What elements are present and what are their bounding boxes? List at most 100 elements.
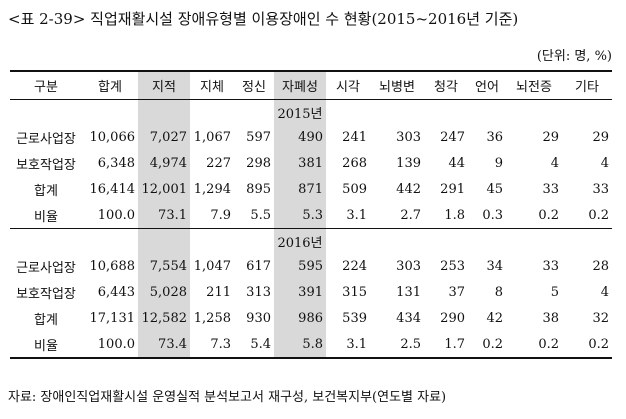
table-cell: 5.8 bbox=[274, 331, 326, 358]
table-row: 비율 100.0 73.1 7.9 5.5 5.3 3.1 2.7 1.8 0.3 0.2 0.2 bbox=[10, 202, 612, 229]
table-cell: 5.4 bbox=[250, 336, 271, 352]
table-cell: 7,554 bbox=[138, 253, 190, 279]
year-label: 2016년 bbox=[274, 228, 326, 253]
column-header: 언어 bbox=[475, 80, 499, 95]
column-header: 청각 bbox=[434, 80, 458, 95]
table-cell: 617 bbox=[246, 258, 271, 274]
table-cell: 44 bbox=[448, 155, 465, 171]
row-label: 근로사업장 bbox=[16, 260, 76, 276]
row-label: 비율 bbox=[34, 209, 58, 225]
table-cell: 0.2 bbox=[588, 207, 609, 223]
table-cell: 6,443 bbox=[97, 284, 135, 300]
table-row: 합계 16,414 12,001 1,294 895 871 509 442 291 45 33 33 bbox=[10, 176, 612, 202]
table-cell: 253 bbox=[440, 258, 465, 274]
table-cell: 28 bbox=[592, 258, 609, 274]
table-cell: 2.7 bbox=[400, 207, 421, 223]
table-cell: 303 bbox=[396, 258, 421, 274]
table-cell: 33 bbox=[542, 181, 559, 197]
table-cell: 1.8 bbox=[444, 207, 465, 223]
table-cell: 4 bbox=[550, 155, 559, 171]
table-cell: 247 bbox=[440, 129, 465, 145]
table-cell: 0.3 bbox=[482, 207, 503, 223]
table-cell: 290 bbox=[440, 310, 465, 326]
table-cell: 100.0 bbox=[97, 207, 135, 223]
table-cell: 442 bbox=[396, 181, 421, 197]
table-row: 보호작업장 6,348 4,974 227 298 381 268 139 44 9 4 4 bbox=[10, 150, 612, 176]
table-cell: 32 bbox=[592, 310, 609, 326]
table-row: 근로사업장 10,066 7,027 1,067 597 490 241 303 247 36 29… bbox=[10, 124, 612, 150]
table-row: 보호작업장 6,443 5,028 211 313 391 315 131 37 8 5 4 bbox=[10, 279, 612, 305]
table-body: 2015년 근로사업장 10,066 7,027 1,067 597 490 241 303 24… bbox=[10, 99, 612, 358]
table-cell: 597 bbox=[246, 129, 271, 145]
table-cell: 0.2 bbox=[588, 336, 609, 352]
source-note: 자료: 장애인직업재활시설 운영실적 분석보고서 재구성, 보건복지부(연도별 … bbox=[8, 390, 447, 405]
row-label: 보호작업장 bbox=[16, 286, 76, 302]
table-cell: 5,028 bbox=[138, 279, 190, 305]
table-title: <표 2-39> 직업재활시설 장애유형별 이용장애인 수 현황(2015~20… bbox=[8, 10, 519, 28]
table-cell: 12,001 bbox=[138, 176, 190, 202]
table-header-row: 구분 합계 지적 지체 정신 자폐성 시각 뇌병변 청각 언어 뇌전증 기타 bbox=[10, 71, 612, 100]
table-row: 비율 100.0 73.4 7.3 5.4 5.8 3.1 2.5 1.7 0.2 0.2 0.2 bbox=[10, 331, 612, 358]
table-cell: 211 bbox=[206, 284, 231, 300]
table-cell: 5 bbox=[550, 284, 559, 300]
table-cell: 73.1 bbox=[138, 202, 190, 229]
table-cell: 1,067 bbox=[193, 129, 231, 145]
column-header: 지체 bbox=[200, 80, 224, 95]
table-cell: 12,582 bbox=[138, 305, 190, 331]
column-header: 기타 bbox=[575, 80, 599, 95]
table-cell: 7.3 bbox=[210, 336, 231, 352]
table-cell: 268 bbox=[342, 155, 367, 171]
table-cell: 10,066 bbox=[89, 129, 136, 145]
table-cell: 8 bbox=[494, 284, 503, 300]
table-cell: 16,414 bbox=[89, 181, 136, 197]
table-cell: 4,974 bbox=[138, 150, 190, 176]
table-cell: 509 bbox=[342, 181, 367, 197]
table-cell: 37 bbox=[448, 284, 465, 300]
table-cell: 34 bbox=[486, 258, 503, 274]
table-cell: 986 bbox=[274, 305, 326, 331]
table-row: 합계 17,131 12,582 1,258 930 986 539 434 290 42 38 32 bbox=[10, 305, 612, 331]
statistics-table: 구분 합계 지적 지체 정신 자폐성 시각 뇌병변 청각 언어 뇌전증 기타 2015년 근로사업장 10… bbox=[10, 70, 612, 359]
table-cell: 139 bbox=[396, 155, 421, 171]
table-cell: 1,258 bbox=[193, 310, 231, 326]
table-cell: 539 bbox=[342, 310, 367, 326]
table-cell: 1.7 bbox=[444, 336, 465, 352]
table-cell: 42 bbox=[486, 310, 503, 326]
table-cell: 595 bbox=[274, 253, 326, 279]
table-cell: 4 bbox=[600, 155, 609, 171]
table-cell: 33 bbox=[592, 181, 609, 197]
table-cell: 241 bbox=[342, 129, 367, 145]
table-cell: 29 bbox=[592, 129, 609, 145]
table-cell: 3.1 bbox=[346, 336, 367, 352]
table-cell: 227 bbox=[206, 155, 231, 171]
column-header: 뇌병변 bbox=[379, 80, 415, 95]
table-cell: 3.1 bbox=[346, 207, 367, 223]
table-cell: 4 bbox=[600, 284, 609, 300]
row-label: 근로사업장 bbox=[16, 131, 76, 147]
table-cell: 5.5 bbox=[250, 207, 271, 223]
table-cell: 303 bbox=[396, 129, 421, 145]
table-cell: 29 bbox=[542, 129, 559, 145]
table-cell: 10,688 bbox=[89, 258, 136, 274]
table-cell: 9 bbox=[494, 155, 503, 171]
row-label: 비율 bbox=[34, 338, 58, 354]
table-cell: 895 bbox=[246, 181, 271, 197]
table-cell: 7.9 bbox=[210, 207, 231, 223]
table-cell: 291 bbox=[440, 181, 465, 197]
table-cell: 930 bbox=[246, 310, 271, 326]
table-cell: 0.2 bbox=[482, 336, 503, 352]
table-cell: 298 bbox=[246, 155, 271, 171]
column-header-category: 구분 bbox=[34, 80, 58, 95]
year-label: 2015년 bbox=[274, 99, 326, 124]
column-header: 뇌전증 bbox=[516, 80, 552, 95]
unit-note: (단위: 명, %) bbox=[536, 49, 612, 64]
row-label: 보호작업장 bbox=[16, 157, 76, 173]
row-label: 합계 bbox=[34, 312, 58, 328]
row-label: 합계 bbox=[34, 183, 58, 199]
table-cell: 2.5 bbox=[400, 336, 421, 352]
table-cell: 131 bbox=[396, 284, 421, 300]
table-cell: 1,294 bbox=[193, 181, 231, 197]
column-header: 정신 bbox=[242, 80, 266, 95]
table-cell: 17,131 bbox=[89, 310, 136, 326]
